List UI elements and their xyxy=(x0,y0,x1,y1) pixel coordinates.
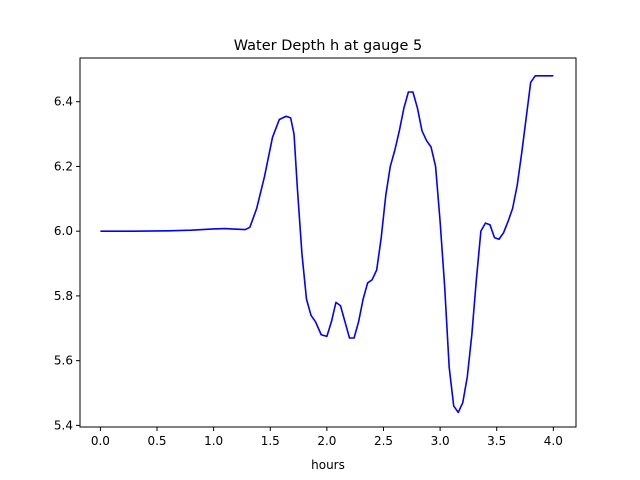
x-tick-label: 2.0 xyxy=(317,434,336,448)
x-axis-label: hours xyxy=(311,458,345,472)
y-tick-label: 5.6 xyxy=(54,354,73,368)
x-axis: 0.0 0.5 1.0 1.5 2.0 2.5 3.0 3.5 4.0 xyxy=(91,427,563,448)
y-tick-label: 5.4 xyxy=(54,418,73,432)
y-tick-label: 6.4 xyxy=(54,95,73,109)
x-tick-label: 3.5 xyxy=(487,434,506,448)
chart-title: Water Depth h at gauge 5 xyxy=(234,38,422,54)
axes-frame xyxy=(79,57,577,428)
series-line-0 xyxy=(100,75,554,414)
x-tick-label: 0.0 xyxy=(91,434,110,448)
y-tick-label: 6.0 xyxy=(54,224,73,238)
y-tick-label: 6.2 xyxy=(54,159,73,173)
x-tick-label: 4.0 xyxy=(544,434,563,448)
x-tick-label: 2.5 xyxy=(374,434,393,448)
plot-area xyxy=(79,57,577,428)
x-tick-label: 3.0 xyxy=(431,434,450,448)
x-tick-label: 0.5 xyxy=(147,434,166,448)
y-axis: 5.4 5.6 5.8 6.0 6.2 6.4 xyxy=(54,95,80,432)
x-tick-label: 1.0 xyxy=(204,434,223,448)
y-tick-label: 5.8 xyxy=(54,289,73,303)
x-tick-label: 1.5 xyxy=(261,434,280,448)
